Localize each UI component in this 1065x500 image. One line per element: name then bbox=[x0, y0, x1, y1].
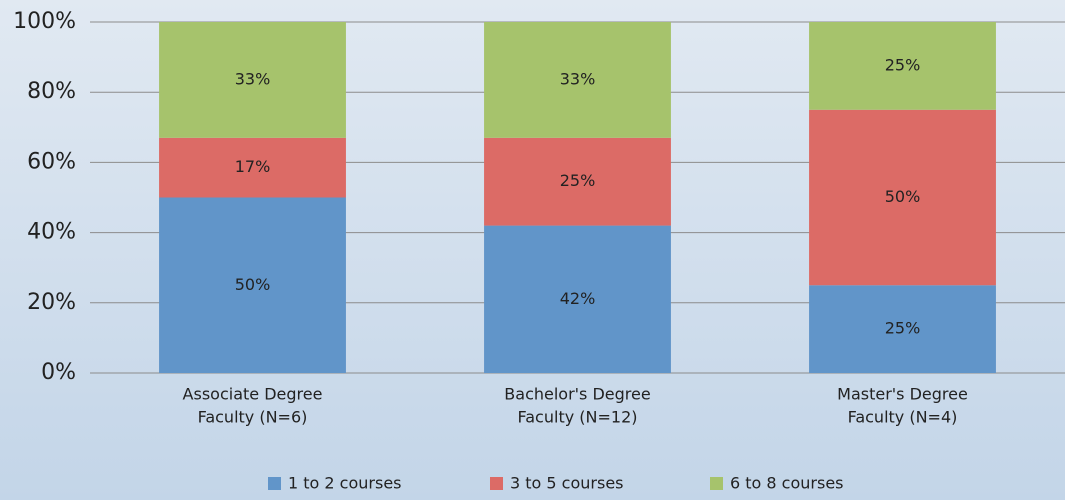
bar-segment bbox=[159, 137, 346, 198]
legend-label: 3 to 5 courses bbox=[510, 474, 624, 493]
y-tick-label: 80% bbox=[27, 79, 76, 104]
bar-segment bbox=[159, 197, 346, 373]
legend-label: 1 to 2 courses bbox=[288, 474, 402, 493]
legend-swatch bbox=[490, 477, 503, 490]
bar-segment bbox=[484, 137, 671, 226]
bar-segment bbox=[159, 22, 346, 138]
legend-swatch bbox=[268, 477, 281, 490]
x-tick-label: Faculty (N=4) bbox=[848, 408, 958, 427]
y-tick-label: 100% bbox=[13, 9, 76, 34]
x-tick-label: Master's Degree bbox=[837, 385, 968, 404]
bar-segment bbox=[484, 225, 671, 373]
data-label: 42% bbox=[560, 289, 596, 308]
data-label: 25% bbox=[885, 55, 921, 74]
y-tick-label: 0% bbox=[41, 360, 76, 385]
y-tick-label: 40% bbox=[27, 220, 76, 245]
data-label: 17% bbox=[235, 157, 271, 176]
data-label: 50% bbox=[885, 187, 921, 206]
x-tick-label: Faculty (N=6) bbox=[198, 408, 308, 427]
bar-segment bbox=[809, 285, 996, 373]
data-label: 50% bbox=[235, 275, 271, 294]
data-label: 33% bbox=[560, 69, 596, 88]
bar-segment bbox=[809, 22, 996, 110]
bar-segment bbox=[809, 109, 996, 286]
x-tick-label: Associate Degree bbox=[183, 385, 323, 404]
data-label: 25% bbox=[560, 171, 596, 190]
legend-swatch bbox=[710, 477, 723, 490]
data-label: 25% bbox=[885, 319, 921, 338]
x-tick-label: Bachelor's Degree bbox=[504, 385, 650, 404]
x-tick-label: Faculty (N=12) bbox=[518, 408, 638, 427]
y-tick-label: 60% bbox=[27, 149, 76, 174]
bar-segment bbox=[484, 22, 671, 138]
legend-label: 6 to 8 courses bbox=[730, 474, 844, 493]
data-label: 33% bbox=[235, 69, 271, 88]
y-tick-label: 20% bbox=[27, 290, 76, 315]
